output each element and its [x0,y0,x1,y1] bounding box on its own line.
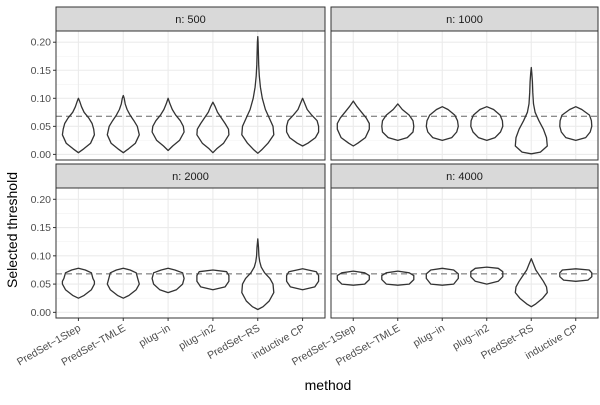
facet-strip [330,163,599,189]
violin [106,94,140,154]
y-tick-label: 0.00 [31,307,52,319]
facet-label: n: 4000 [446,171,483,183]
violin [196,269,230,291]
facet-label: n: 2000 [172,171,209,183]
y-tick-label: 0.20 [31,194,52,206]
panel-background [331,31,598,160]
facet-strip [55,6,326,32]
violin [425,267,459,286]
y-tick-label: 0.05 [31,279,52,291]
facet-panel: n: 1000 [330,6,599,161]
violin [285,97,320,147]
facet-panel: n: 20000.000.050.100.150.20PredSet−1Step… [15,163,326,369]
y-tick-label: 0.15 [31,222,52,234]
violin [336,100,370,147]
violin [285,268,320,291]
facet-panel: n: 500 0.00 0.05 0.10 0.15 0.20 [31,6,326,161]
violin [151,267,185,294]
x-tick-label: plug−in [411,322,447,350]
violin [241,35,275,154]
violin [241,238,275,311]
violin [470,106,504,142]
violin [470,266,504,285]
facets: n: 500 0.00 0.05 0.10 0.15 0.20 n: 1000 n: 2000… [15,6,599,369]
violin [61,267,96,299]
x-tick-label: plug−in [137,322,173,350]
violin [336,270,370,286]
violin [514,66,548,155]
violin [425,106,459,142]
violin [559,268,593,282]
panel-background [56,31,325,160]
y-axis-label: Selected threshold [4,172,20,288]
violin [381,270,415,286]
violin [514,258,548,308]
facet-label: n: 1000 [446,14,483,26]
panel-background [331,188,598,318]
violin [61,97,96,154]
violin [196,101,230,154]
y-tick-label: 0.20 [31,37,52,49]
violin [106,267,140,299]
y-tick-label: 0.15 [31,65,52,77]
facet-label: n: 500 [175,14,206,26]
y-tick-label: 0.05 [31,121,52,133]
violin [381,103,415,142]
y-tick-label: 0.10 [31,250,52,262]
y-tick-label: 0.10 [31,93,52,105]
violin [151,97,185,152]
violin [559,106,593,142]
y-tick-label: 0.00 [31,149,52,161]
panel-background [56,188,325,318]
facet-strip [330,6,599,32]
facet-strip [55,163,326,189]
x-axis-label: method [305,377,352,393]
